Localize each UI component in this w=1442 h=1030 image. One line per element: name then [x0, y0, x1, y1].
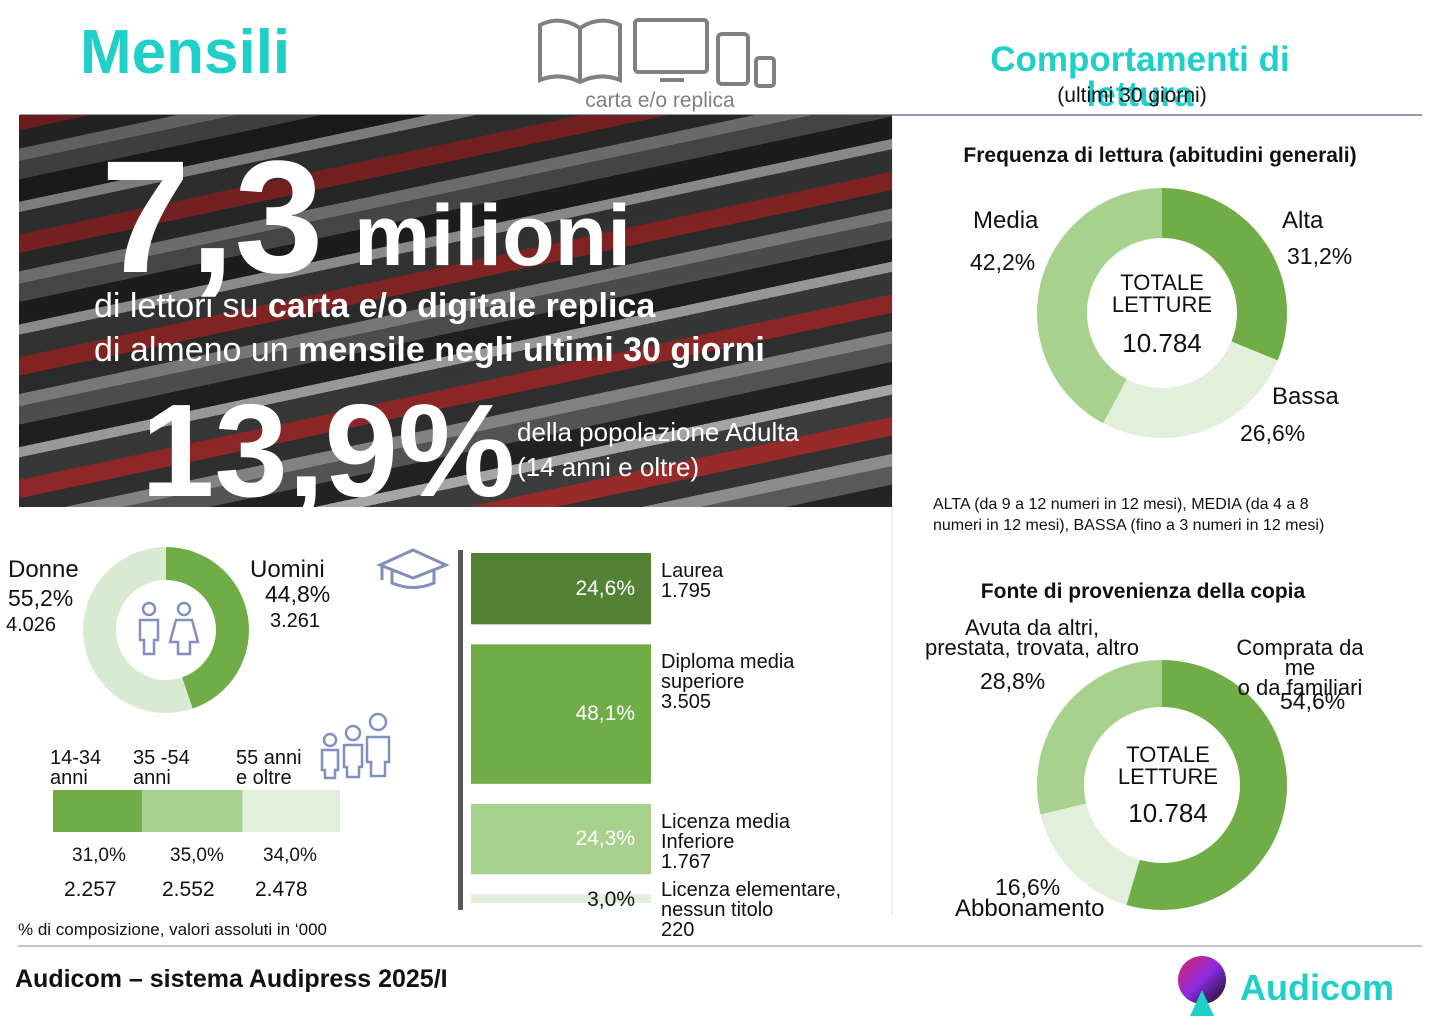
logo-mark — [1178, 956, 1226, 1004]
family-icon — [320, 712, 391, 780]
bar-segment — [141, 790, 243, 832]
people-icon — [138, 601, 200, 656]
segment-label: 55 anni e oltre — [236, 747, 302, 789]
value-label: 35,0% — [170, 845, 224, 866]
count-label: 4.026 — [6, 614, 57, 636]
segment-label: Comprata da me o da familiari — [1236, 635, 1364, 700]
donut-segment — [166, 547, 249, 709]
segment-label: Alta — [1282, 207, 1324, 234]
value-label: 24,6% — [575, 576, 635, 600]
count-label: 3.505 — [661, 691, 712, 714]
chart-title: Frequenza di lettura (abitudini generali… — [963, 144, 1357, 167]
hero-text: mensile negli ultimi 30 giorni — [298, 331, 765, 369]
bar — [471, 644, 651, 784]
media-icons — [538, 18, 776, 88]
chart-title: Fonte di provenienza della copia — [980, 580, 1306, 603]
value-label: 55,2% — [8, 585, 74, 611]
segment-label: Bassa — [1272, 383, 1339, 410]
bar — [471, 553, 651, 625]
segment-label: Media — [973, 207, 1039, 234]
segment-label: 14-34 anni — [50, 747, 102, 789]
count-label: 1.795 — [661, 580, 712, 602]
value-label: 28,8% — [980, 668, 1046, 694]
segment-label: Abbonamento — [955, 895, 1105, 922]
value-label: 26,6% — [1240, 420, 1306, 446]
hero-unit: milioni — [354, 188, 632, 284]
hero-text: di almeno un — [94, 331, 299, 369]
center-value: 10.784 — [1122, 328, 1202, 358]
graduation-icon — [376, 548, 450, 589]
segment-label: 35 -54 anni — [133, 747, 190, 789]
segment-label: Avuta da altri, prestata, trovata, altro — [925, 615, 1139, 660]
value-label: 31,0% — [72, 845, 126, 866]
bar — [471, 894, 651, 903]
value-label: 24,3% — [575, 827, 635, 851]
value-label: 54,6% — [1280, 688, 1346, 714]
hero-line: di lettori su carta e/o digitale replica — [94, 287, 655, 326]
section-title: Comportamenti di lettura — [990, 40, 1290, 114]
segment-label: Donne — [8, 556, 79, 583]
hero-text: (14 anni e oltre) — [517, 452, 700, 482]
center-label: TOTALE LETTURE — [1117, 742, 1219, 789]
value-label: 44,8% — [265, 581, 331, 607]
bar-segment — [53, 790, 142, 832]
count-label: 1.767 — [661, 850, 712, 873]
category-label: Licenza elementare, nessun titolo — [661, 879, 842, 922]
hero-percent: 13,9% — [141, 377, 516, 507]
count-label: 220 — [661, 919, 695, 942]
donut-segment — [1162, 188, 1287, 361]
value-label: 16,6% — [995, 874, 1061, 900]
count-label: 2.257 — [64, 878, 117, 901]
section-subtitle: (ultimi 30 giorni) — [1057, 84, 1207, 107]
value-label: 34,0% — [263, 845, 317, 866]
value-label: 48,1% — [575, 702, 635, 726]
hero-text: carta e/o digitale replica — [267, 287, 656, 325]
page-title: Mensili — [80, 18, 291, 87]
hero: 7,3 milioni di lettori su carta e/o digi… — [19, 115, 892, 507]
donut-segment — [1037, 188, 1162, 424]
hero-number: 7,3 — [101, 127, 324, 306]
segment-label: Uomini — [250, 556, 325, 583]
category-label: Laurea — [661, 560, 724, 582]
bar — [471, 803, 651, 875]
category-label: Licenza media Inferiore — [661, 810, 790, 853]
logo-text: Audicom — [1240, 967, 1395, 1008]
chart-note: ALTA (da 9 a 12 numeri in 12 mesi), MEDI… — [933, 496, 1325, 534]
axis-bar — [458, 550, 463, 910]
hero-text: di lettori su — [94, 287, 268, 325]
hero-line: di almeno un mensile negli ultimi 30 gio… — [94, 331, 765, 370]
footer-source: Audicom – sistema Audipress 2025/I — [15, 965, 448, 993]
icon-caption: carta e/o replica — [585, 89, 735, 112]
count-label: 2.478 — [255, 878, 308, 901]
footnote: % di composizione, valori assoluti in ‘0… — [18, 920, 327, 939]
hero-text: della popolazione Adulta — [517, 417, 799, 447]
center-label: TOTALE LETTURE — [1111, 270, 1213, 317]
logo-mark — [1190, 990, 1214, 1016]
donut-segment — [1103, 341, 1278, 439]
count-label: 2.552 — [162, 878, 215, 901]
value-label: 3,0% — [587, 888, 635, 912]
center-value: 10.784 — [1128, 798, 1208, 828]
value-label: 42,2% — [970, 249, 1036, 275]
value-label: 31,2% — [1287, 243, 1353, 269]
donut-segment — [1037, 660, 1162, 815]
bar-segment — [242, 790, 340, 832]
count-label: 3.261 — [270, 610, 321, 632]
donut-segment — [1040, 803, 1140, 905]
category-label: Diploma media superiore — [661, 651, 795, 694]
donut-segment — [1126, 660, 1287, 910]
donut-segment — [82, 547, 193, 713]
